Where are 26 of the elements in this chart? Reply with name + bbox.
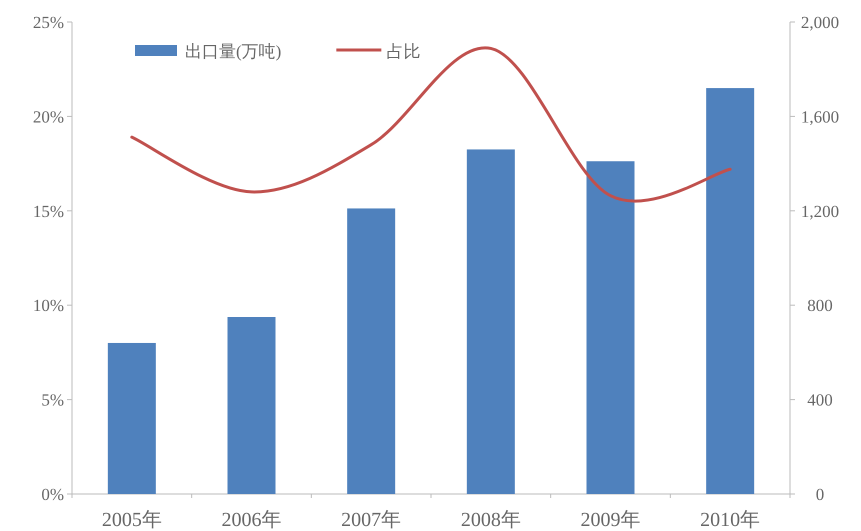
legend-label: 出口量(万吨) [185, 42, 282, 61]
y2-tick-label: 1,200 [800, 202, 840, 221]
y-tick-label: 0% [41, 485, 64, 504]
x-tick-label: 2009年 [580, 509, 640, 531]
bar [706, 88, 754, 494]
y-tick-label: 25% [32, 13, 64, 32]
y2-tick-label: 800 [807, 296, 833, 316]
y-tick-label: 10% [32, 296, 64, 316]
x-tick-label: 2006年 [222, 509, 282, 531]
bar [108, 342, 156, 494]
legend-label: 占比 [386, 42, 420, 61]
y-tick-label: 5% [41, 390, 64, 410]
y2-tick-label: 2,000 [800, 13, 840, 32]
y2-tick-label: 1,600 [800, 107, 840, 126]
bar [586, 161, 634, 494]
bar [347, 208, 396, 494]
x-tick-label: 2008年 [460, 509, 521, 531]
y-tick-label: 15% [32, 202, 64, 221]
y-tick-label: 20% [32, 107, 64, 126]
x-tick-label: 2005年 [102, 509, 162, 531]
x-tick-label: 2007年 [341, 509, 402, 531]
y2-tick-label: 400 [807, 390, 833, 410]
x-tick-label: 2010年 [700, 509, 760, 531]
bar [228, 317, 276, 494]
bar [466, 149, 515, 494]
y2-tick-label: 0 [816, 485, 824, 504]
